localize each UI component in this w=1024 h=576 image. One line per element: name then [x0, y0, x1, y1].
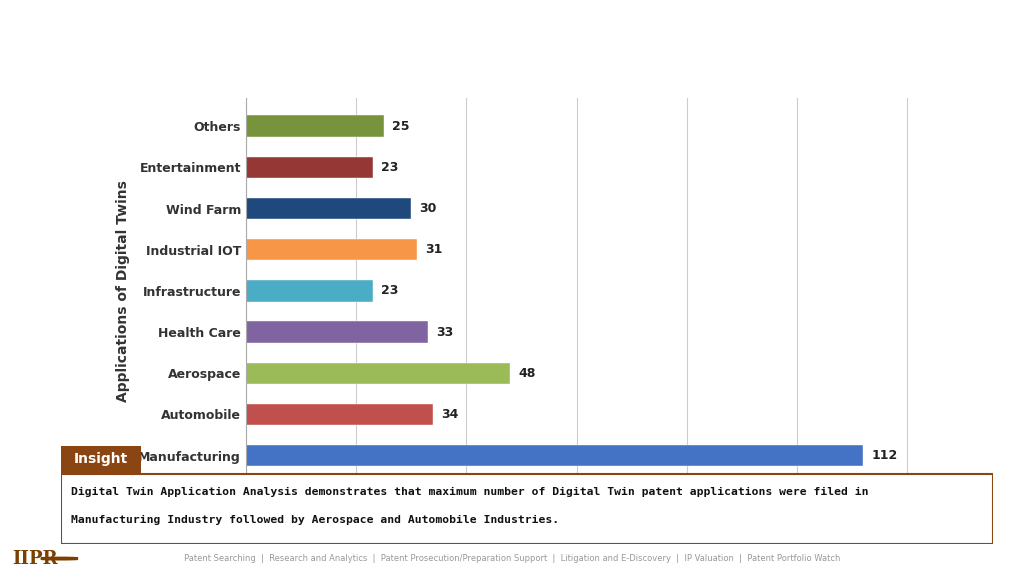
Text: 23: 23 — [381, 161, 398, 174]
Text: •: • — [56, 554, 62, 563]
Text: 31: 31 — [425, 243, 442, 256]
Y-axis label: Applications of Digital Twins: Applications of Digital Twins — [116, 180, 130, 402]
Text: Digital Twin Application Analysis demonstrates that maximum number of Digital Tw: Digital Twin Application Analysis demons… — [71, 487, 868, 498]
Text: 33: 33 — [436, 325, 454, 339]
Text: 112: 112 — [871, 449, 898, 462]
Bar — [246, 239, 417, 260]
Text: 23: 23 — [381, 285, 398, 297]
Bar — [246, 280, 373, 302]
Text: Insight: Insight — [74, 452, 128, 466]
Text: Patent Searching  |  Research and Analytics  |  Patent Prosecution/Preparation S: Patent Searching | Research and Analytic… — [184, 554, 840, 563]
Text: 4. Digital Twin Application Analysis: 4. Digital Twin Application Analysis — [14, 27, 399, 46]
Text: 48: 48 — [519, 367, 537, 380]
FancyBboxPatch shape — [61, 445, 140, 474]
Bar — [246, 115, 384, 137]
FancyBboxPatch shape — [61, 474, 993, 544]
Text: IIPR: IIPR — [12, 550, 58, 567]
Bar — [246, 321, 428, 343]
Text: 30: 30 — [420, 202, 437, 215]
Text: 25: 25 — [392, 120, 410, 132]
Bar — [246, 157, 373, 178]
Bar — [246, 198, 412, 219]
Bar — [246, 362, 510, 384]
Bar — [246, 445, 863, 467]
Bar — [246, 404, 433, 425]
Text: 34: 34 — [441, 408, 459, 421]
Text: Manufacturing Industry followed by Aerospace and Automobile Industries.: Manufacturing Industry followed by Aeros… — [71, 515, 559, 525]
